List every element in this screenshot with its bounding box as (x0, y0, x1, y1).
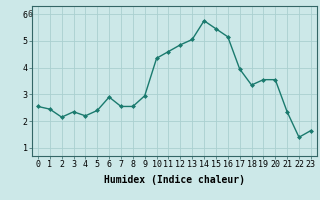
X-axis label: Humidex (Indice chaleur): Humidex (Indice chaleur) (104, 175, 245, 185)
Text: 6: 6 (27, 10, 32, 19)
